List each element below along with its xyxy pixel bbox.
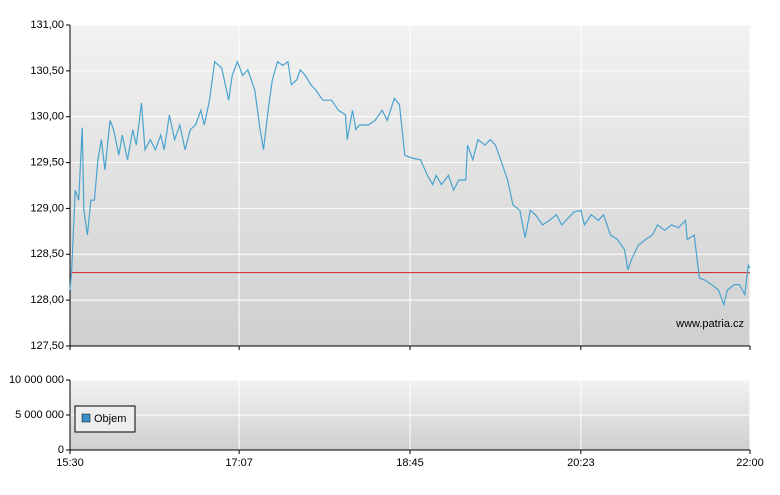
y-tick-label: 131,00 [30, 19, 64, 31]
x-tick-label: 20:23 [567, 457, 595, 469]
x-tick-label: 17:07 [225, 457, 253, 469]
x-tick-label: 18:45 [396, 457, 424, 469]
y-tick-label: 129,00 [30, 202, 64, 214]
y-tick-label: 10 000 000 [9, 374, 64, 386]
y-tick-label: 130,50 [30, 65, 64, 77]
watermark: www.patria.cz [675, 318, 744, 330]
y-tick-label: 128,00 [30, 294, 64, 306]
legend-label: Objem [94, 413, 126, 425]
x-tick-label: 22:00 [736, 457, 764, 469]
y-tick-label: 127,50 [30, 340, 64, 352]
y-tick-label: 128,50 [30, 248, 64, 260]
legend-swatch [81, 413, 91, 423]
price-line [69, 60, 751, 307]
x-tick-label: 15:30 [56, 457, 84, 469]
y-tick-label: 130,00 [30, 111, 64, 123]
y-tick-label: 5 000 000 [15, 409, 64, 421]
y-tick-label: 0 [58, 444, 64, 456]
y-tick-label: 129,50 [30, 156, 64, 168]
